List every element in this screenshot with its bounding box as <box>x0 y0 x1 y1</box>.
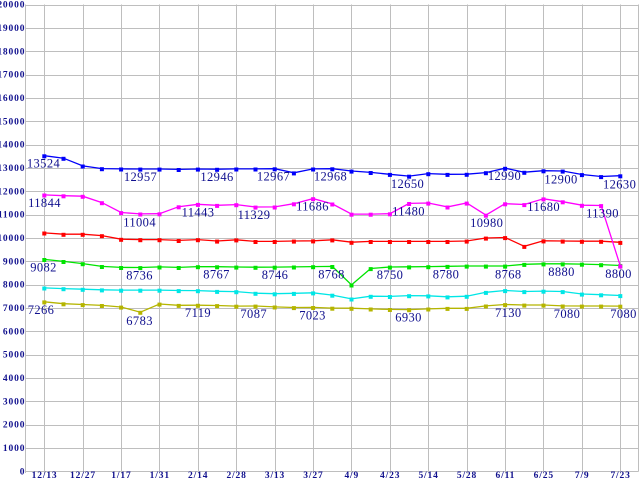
svg-text:11686: 11686 <box>296 200 329 214</box>
svg-text:10980: 10980 <box>470 216 503 230</box>
svg-text:9000: 9000 <box>3 257 25 267</box>
svg-text:2/28: 2/28 <box>226 471 246 480</box>
svg-text:13524: 13524 <box>27 157 61 171</box>
svg-text:11000: 11000 <box>0 211 25 221</box>
svg-text:12967: 12967 <box>257 170 290 184</box>
svg-text:8767: 8767 <box>203 268 230 282</box>
svg-text:18000: 18000 <box>0 47 25 57</box>
svg-text:20000: 20000 <box>0 1 25 11</box>
svg-text:1000: 1000 <box>3 444 25 454</box>
svg-text:4/23: 4/23 <box>380 471 400 480</box>
svg-text:8750: 8750 <box>377 268 404 282</box>
svg-text:7266: 7266 <box>28 303 55 317</box>
svg-text:12650: 12650 <box>391 177 424 191</box>
svg-text:1/31: 1/31 <box>150 471 170 480</box>
svg-text:7130: 7130 <box>495 306 522 320</box>
svg-text:6930: 6930 <box>395 311 422 325</box>
svg-text:11844: 11844 <box>28 196 61 210</box>
svg-text:5/28: 5/28 <box>457 471 477 480</box>
svg-text:14000: 14000 <box>0 141 25 151</box>
svg-text:3/13: 3/13 <box>265 471 285 480</box>
svg-text:8000: 8000 <box>3 281 25 291</box>
svg-text:12957: 12957 <box>124 170 157 184</box>
svg-text:13000: 13000 <box>0 164 25 174</box>
svg-text:8746: 8746 <box>262 268 289 282</box>
svg-text:12990: 12990 <box>488 169 521 183</box>
svg-text:0: 0 <box>20 467 26 477</box>
svg-text:2/14: 2/14 <box>188 471 208 480</box>
svg-text:8800: 8800 <box>605 267 632 281</box>
svg-text:7023: 7023 <box>299 308 326 322</box>
svg-text:12/13: 12/13 <box>32 471 58 480</box>
svg-text:6783: 6783 <box>126 314 153 328</box>
svg-text:8736: 8736 <box>126 269 153 283</box>
svg-text:7080: 7080 <box>610 307 637 321</box>
svg-text:7/23: 7/23 <box>610 471 630 480</box>
svg-text:16000: 16000 <box>0 94 25 104</box>
svg-text:3/27: 3/27 <box>303 471 323 480</box>
svg-text:7080: 7080 <box>554 307 581 321</box>
svg-text:5000: 5000 <box>3 351 25 361</box>
svg-text:12000: 12000 <box>0 187 25 197</box>
svg-text:8880: 8880 <box>548 265 575 279</box>
svg-text:3000: 3000 <box>3 397 25 407</box>
svg-text:8768: 8768 <box>495 268 522 282</box>
svg-text:5/14: 5/14 <box>418 471 438 480</box>
svg-text:11680: 11680 <box>527 200 560 214</box>
svg-text:7087: 7087 <box>240 307 267 321</box>
svg-text:8780: 8780 <box>433 267 460 281</box>
svg-text:19000: 19000 <box>0 24 25 34</box>
svg-text:6/25: 6/25 <box>534 471 554 480</box>
svg-text:7000: 7000 <box>3 304 25 314</box>
svg-text:17000: 17000 <box>0 71 25 81</box>
svg-text:12946: 12946 <box>200 170 233 184</box>
svg-text:4/9: 4/9 <box>344 471 359 480</box>
svg-text:11443: 11443 <box>182 205 215 219</box>
svg-text:7/9: 7/9 <box>575 471 590 480</box>
svg-text:12900: 12900 <box>544 173 577 187</box>
svg-text:12/27: 12/27 <box>70 471 96 480</box>
svg-text:4000: 4000 <box>3 374 25 384</box>
svg-text:6/11: 6/11 <box>496 471 516 480</box>
svg-text:15000: 15000 <box>0 117 25 127</box>
svg-text:9082: 9082 <box>30 260 57 274</box>
svg-text:12968: 12968 <box>314 170 347 184</box>
svg-text:11480: 11480 <box>392 204 425 218</box>
svg-text:11004: 11004 <box>123 216 156 230</box>
svg-text:12630: 12630 <box>603 178 636 192</box>
svg-text:6000: 6000 <box>3 327 25 337</box>
svg-text:10000: 10000 <box>0 234 25 244</box>
svg-text:7119: 7119 <box>185 306 211 320</box>
svg-text:1/17: 1/17 <box>111 471 131 480</box>
svg-text:11390: 11390 <box>586 207 619 221</box>
svg-text:11329: 11329 <box>238 208 271 222</box>
svg-text:8768: 8768 <box>318 268 345 282</box>
svg-text:2000: 2000 <box>3 421 25 431</box>
